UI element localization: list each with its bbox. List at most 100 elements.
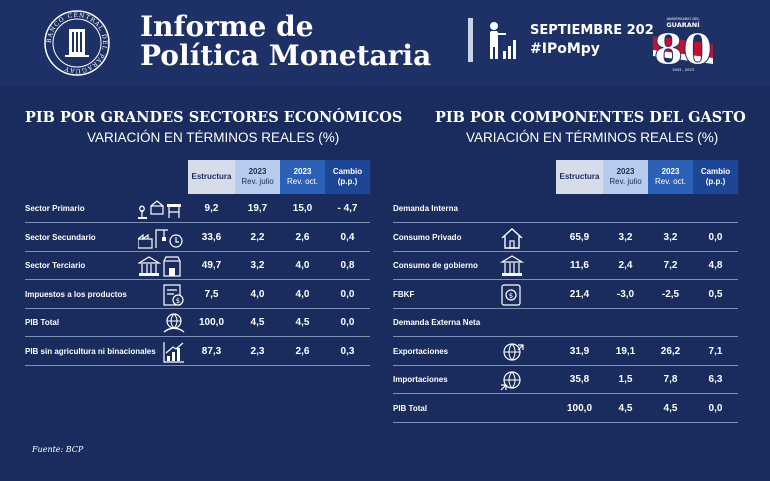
cell-cambio: 0,5 [708,288,723,300]
right-section-title: PIB POR COMPONENTES DEL GASTO [435,109,746,126]
table-row: PIB sin agricultura ni binacionales 87,3 2… [25,338,370,366]
cell-estructura: 21,4 [569,288,590,300]
cell-cambio: 0,0 [340,317,355,328]
cell-cambio: 0,0 [708,231,723,243]
cell-estructura: 11,6 [570,260,589,271]
cell-estructura: 33,6 [201,231,222,243]
report-title: Informe de Política Monetaria [140,12,431,70]
col-estructura: Estructura [188,160,235,194]
cell-jul: 3,2 [250,260,265,271]
cell-cambio [693,309,738,337]
agriculture-icon [138,198,184,220]
col-rev-oct: 2023 Rev. oct. [280,160,325,194]
cell-cambio: 4,8 [708,260,723,271]
cell-estructura [556,309,603,337]
col-rev-oct: 2023 Rev. oct. [648,160,693,194]
row-label: Sector Terciario [25,261,86,270]
cell-cambio: 0,4 [340,231,355,243]
row-label: Impuestos a los productos [25,289,127,299]
cell-oct: 7,8 [663,374,678,385]
taxes-icon: $ [162,283,186,306]
row-label: Consumo Privado [393,232,462,242]
cell-cambio [693,195,738,223]
col-rev-oct-label: Rev. oct. [655,177,686,186]
col-rev-oct-label: Rev. oct. [287,177,318,186]
cell-oct: 15,0 [292,203,313,214]
cell-oct [648,195,693,223]
cell-cambio: 0,0 [708,402,723,414]
cell-estructura: 100,0 [198,317,225,328]
table-row: PIB Total 100,0 4,5 4,5 0,0 [393,395,738,423]
sectors-table: Estructura 2023 Rev. julio 2023 Rev. oct. … [25,160,370,370]
col-cambio: Cambio (p.p.) [325,160,370,194]
row-label: PIB Total [25,318,60,327]
cell-cambio: 0,8 [340,260,355,271]
col-rev-julio: 2023 Rev. julio [603,160,648,194]
cell-cambio: 0,0 [340,288,355,300]
col-rev-julio-year: 2023 [248,167,267,176]
left-section-subtitle: VARIACIÓN EN TÉRMINOS REALES (%) [87,130,340,145]
row-label: PIB Total [393,403,428,413]
table-row: Sector Terciario 49,7 3,2 4,0 0,8 [25,252,370,280]
cell-oct: 4,5 [295,317,310,328]
cell-estructura: 35,8 [569,374,590,385]
col-cambio-label: Cambio [332,167,363,176]
cell-estructura: 31,9 [569,345,590,357]
cell-oct: 2,6 [295,231,310,243]
table-row: Exportaciones 31,9 19,1 26,2 7,1 [393,338,738,366]
cell-oct: 4,0 [295,288,310,300]
row-label: Importaciones [393,375,448,384]
cell-jul: 3,2 [618,231,633,243]
table-row: Sector Primario 9,2 19,7 15,0 - 4,7 [25,195,370,223]
cell-oct: 4,0 [295,260,310,271]
badge-brand: GUARANÍ [666,20,700,29]
col-cambio-unit: (p.p.) [705,177,726,186]
cell-cambio: 6,3 [708,374,723,385]
cell-oct: 2,6 [295,345,310,357]
header-banner: BANCO CENTRAL DEL PARAGUAY Informe de Po… [0,0,770,86]
cell-jul: -3,0 [616,288,635,300]
cell-oct [648,309,693,337]
row-label: Demanda Interna [393,204,458,213]
badge-number: 80 [654,25,712,74]
central-bank-seal-icon: BANCO CENTRAL DEL PARAGUAY [44,10,110,76]
cell-oct: 3,2 [663,231,678,243]
cell-estructura: 49,7 [201,260,222,271]
cell-jul: 4,5 [618,402,633,414]
table-row: Demanda Externa Neta [393,309,738,337]
cell-jul: 4,5 [250,317,265,328]
cell-estructura: 100,0 [566,402,593,414]
svg-text:$: $ [509,292,513,300]
table-row: Consumo de gobierno 11,6 2,4 7,2 4,8 [393,252,738,280]
col-cambio-unit: (p.p.) [337,177,358,186]
cell-estructura: 65,9 [569,231,590,243]
col-rev-julio: 2023 Rev. julio [235,160,280,194]
right-section-subtitle: VARIACIÓN EN TÉRMINOS REALES (%) [466,130,719,145]
cell-estructura: 7,5 [204,288,219,300]
row-label: PIB sin agricultura ni binacionales [25,346,156,356]
table-row: Impuestos a los productos $7,5 4,0 4,0 0,0 [25,281,370,309]
cell-cambio: 0,3 [340,345,355,357]
col-rev-oct-year: 2023 [293,167,312,176]
table-row: Consumo Privado 65,9 3,2 3,2 0,0 [393,224,738,252]
row-label: Demanda Externa Neta [393,318,481,327]
row-label: Sector Primario [25,204,85,213]
cell-jul: 19,7 [247,203,268,214]
table-row: Demanda Interna [393,195,738,223]
col-rev-julio-label: Rev. julio [609,177,642,186]
badge-top-text: ANIVERSARIO DEL [667,17,700,21]
col-rev-julio-year: 2023 [616,167,635,176]
badge-years: 1943 - 2023 [672,68,694,72]
cell-oct: 7,2 [663,260,678,271]
components-table: Estructura 2023 Rev. julio 2023 Rev. oct. … [393,160,738,423]
col-rev-oct-year: 2023 [661,167,680,176]
cell-jul [603,195,648,223]
guarani-anniversary-badge: ANIVERSARIO DEL GUARANÍ 80 1943 - 2023 [653,14,713,74]
svg-text:$: $ [176,297,180,305]
col-cambio: Cambio (p.p.) [693,160,738,194]
left-section-title: PIB POR GRANDES SECTORES ECONÓMICOS [25,109,403,126]
table-row: FBKF $21,4 -3,0 -2,5 0,5 [393,281,738,309]
title-line-1: Informe de [140,10,314,43]
cell-jul: 1,5 [618,374,633,385]
row-label: FBKF [393,289,415,299]
